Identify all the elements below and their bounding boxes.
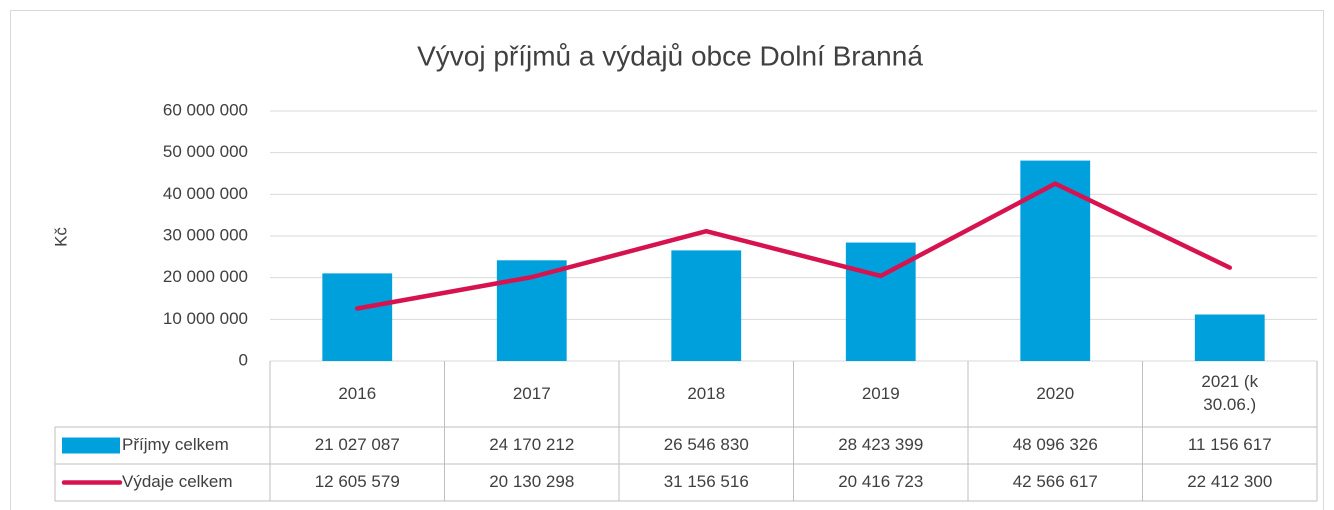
- bar: [322, 273, 393, 361]
- category-cell: 2018: [619, 361, 794, 427]
- table-value: 24 170 212: [489, 435, 574, 454]
- y-tick-label: 50 000 000: [163, 142, 248, 161]
- table-value: 12 605 579: [315, 472, 400, 491]
- table-value: 21 027 087: [315, 435, 400, 454]
- category-cell: 2017: [445, 361, 620, 427]
- category-cell: 2020: [968, 361, 1143, 427]
- x-tick-label: 2019: [794, 361, 969, 427]
- table-value: 48 096 326: [1013, 435, 1098, 454]
- table-value: 31 156 516: [664, 472, 749, 491]
- legend-label: Příjmy celkem: [122, 435, 229, 454]
- legend-label: Výdaje celkem: [122, 472, 233, 491]
- x-tick-text: 2018: [687, 383, 726, 403]
- x-tick-text: 2020: [1036, 383, 1075, 403]
- x-tick-text: 2017: [512, 383, 551, 403]
- category-cell: 2019: [794, 361, 969, 427]
- category-cell: 2016: [270, 361, 445, 427]
- y-tick-label: 0: [239, 350, 248, 369]
- y-tick-label: 40 000 000: [163, 184, 248, 203]
- bar: [1020, 160, 1091, 361]
- table-value: 20 130 298: [489, 472, 574, 491]
- legend-swatch: [62, 437, 120, 454]
- table-value: 28 423 399: [838, 435, 923, 454]
- y-tick-label: 20 000 000: [163, 267, 248, 286]
- x-tick-label: 2018: [619, 361, 794, 427]
- line: [355, 181, 1232, 311]
- bar: [1194, 314, 1265, 361]
- bar: [671, 250, 742, 361]
- x-tick-label: 2020: [968, 361, 1143, 427]
- x-tick-label: 2016: [270, 361, 445, 427]
- bar: [845, 242, 916, 361]
- y-tick-label: 10 000 000: [163, 309, 248, 328]
- x-tick-label: 2021 (k 30.06.): [1143, 361, 1318, 427]
- chart-title: Vývoj příjmů a výdajů obce Dolní Branná: [417, 40, 923, 71]
- x-tick-text: 2019: [861, 383, 900, 403]
- table-value: 42 566 617: [1013, 472, 1098, 491]
- x-tick-text: 2021 (k 30.06.): [1201, 372, 1259, 414]
- table-value: 20 416 723: [838, 472, 923, 491]
- y-tick-label: 60 000 000: [163, 100, 248, 119]
- y-tick-label: 30 000 000: [163, 225, 248, 244]
- table-value: 26 546 830: [664, 435, 749, 454]
- y-axis-label: Kč: [51, 227, 70, 247]
- category-cell: 2021 (k 30.06.): [1143, 361, 1318, 427]
- table-value: 11 156 617: [1188, 435, 1272, 454]
- x-tick-text: 2016: [338, 383, 377, 403]
- x-tick-label: 2017: [445, 361, 620, 427]
- table-value: 22 412 300: [1187, 472, 1272, 491]
